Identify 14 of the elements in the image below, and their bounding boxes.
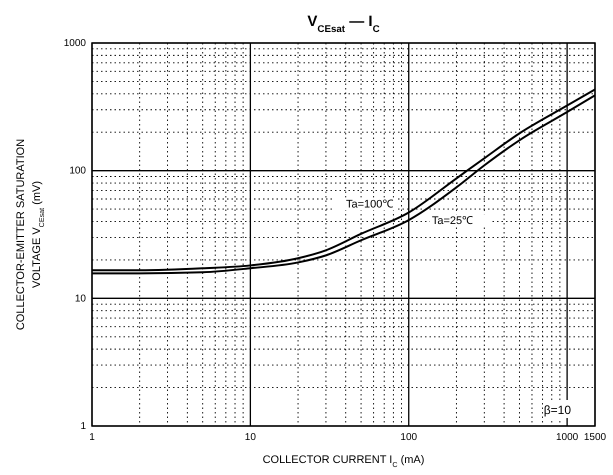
x-tick-label: 10 xyxy=(244,432,256,443)
y-tick-label: 10 xyxy=(74,293,86,304)
x-axis-title: COLLECTOR CURRENT I$_{C}$ (mA) xyxy=(262,454,424,469)
chart-title: V$_{CEsat}$ — I$_{C}$ xyxy=(307,13,380,34)
y-tick-label: 1000 xyxy=(64,38,86,49)
x-tick-label: 1000 xyxy=(556,432,579,443)
series-label: Ta=100℃ xyxy=(346,198,394,210)
x-tick-label: 1 xyxy=(89,432,96,443)
x-tick-label: 1500 xyxy=(584,432,607,443)
y-tick-label: 1 xyxy=(80,421,86,432)
series-label: Ta=25℃ xyxy=(432,215,474,228)
annotation: β=10 xyxy=(544,403,572,417)
y-tick-label: 100 xyxy=(69,166,86,177)
x-tick-label: 100 xyxy=(400,432,418,443)
